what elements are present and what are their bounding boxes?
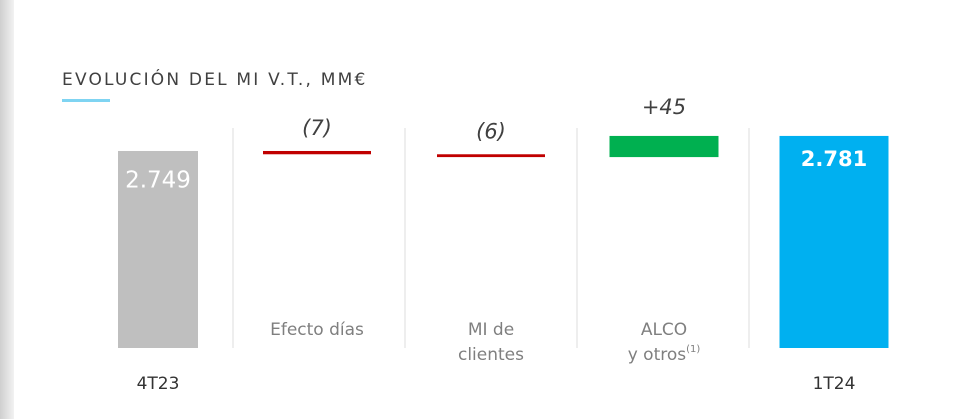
bar [609,135,719,158]
bar [779,135,889,348]
data-label: 2.781 [801,147,867,171]
data-label: (7) [302,116,332,140]
data-label: (6) [476,119,506,143]
data-label: +45 [642,95,686,119]
bar [437,154,545,158]
x-tick-label: MI de [468,320,514,340]
data-label: 2.749 [125,167,191,193]
left-edge [0,0,14,419]
bar [118,150,198,348]
x-tick-label: clientes [458,345,524,365]
x-tick-label: 1T24 [813,374,856,394]
title-underline [62,99,110,102]
x-tick-label: ALCO [641,320,687,340]
bar [263,150,371,155]
x-tick-label: y otros(1) [628,344,701,365]
x-tick-label: 4T23 [137,374,180,394]
x-tick-label: Efecto días [270,320,364,340]
footnote-mark: (1) [686,344,700,355]
chart-title: EVOLUCIÓN DEL MI V.T., MM€ [62,68,367,90]
